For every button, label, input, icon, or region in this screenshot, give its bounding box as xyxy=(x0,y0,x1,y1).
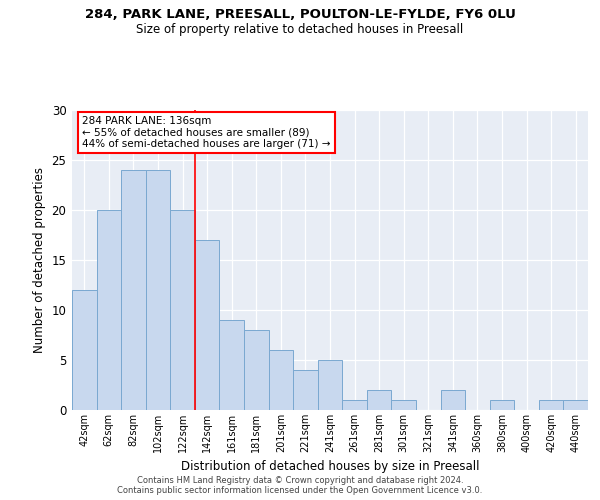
Bar xyxy=(539,400,563,410)
Text: Size of property relative to detached houses in Preesall: Size of property relative to detached ho… xyxy=(136,22,464,36)
Bar xyxy=(220,320,244,410)
Y-axis label: Number of detached properties: Number of detached properties xyxy=(33,167,46,353)
Bar xyxy=(97,210,121,410)
Bar xyxy=(170,210,195,410)
Bar xyxy=(391,400,416,410)
X-axis label: Distribution of detached houses by size in Preesall: Distribution of detached houses by size … xyxy=(181,460,479,473)
Text: 284, PARK LANE, PREESALL, POULTON-LE-FYLDE, FY6 0LU: 284, PARK LANE, PREESALL, POULTON-LE-FYL… xyxy=(85,8,515,20)
Bar xyxy=(318,360,342,410)
Bar xyxy=(293,370,318,410)
Bar xyxy=(490,400,514,410)
Text: 284 PARK LANE: 136sqm
← 55% of detached houses are smaller (89)
44% of semi-deta: 284 PARK LANE: 136sqm ← 55% of detached … xyxy=(82,116,331,149)
Bar xyxy=(244,330,269,410)
Text: Contains HM Land Registry data © Crown copyright and database right 2024.
Contai: Contains HM Land Registry data © Crown c… xyxy=(118,476,482,495)
Bar xyxy=(146,170,170,410)
Bar xyxy=(342,400,367,410)
Bar xyxy=(195,240,220,410)
Bar xyxy=(72,290,97,410)
Bar xyxy=(440,390,465,410)
Bar xyxy=(367,390,391,410)
Bar xyxy=(563,400,588,410)
Bar xyxy=(269,350,293,410)
Bar xyxy=(121,170,146,410)
